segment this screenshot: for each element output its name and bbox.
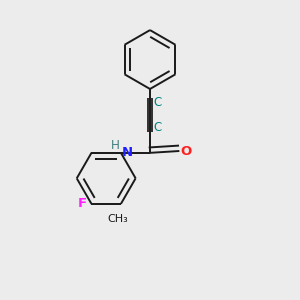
Text: O: O: [181, 145, 192, 158]
Text: CH₃: CH₃: [107, 214, 128, 224]
Text: N: N: [122, 146, 133, 159]
Text: C: C: [154, 96, 162, 109]
Text: F: F: [78, 197, 87, 210]
Text: C: C: [154, 121, 162, 134]
Text: H: H: [111, 139, 120, 152]
